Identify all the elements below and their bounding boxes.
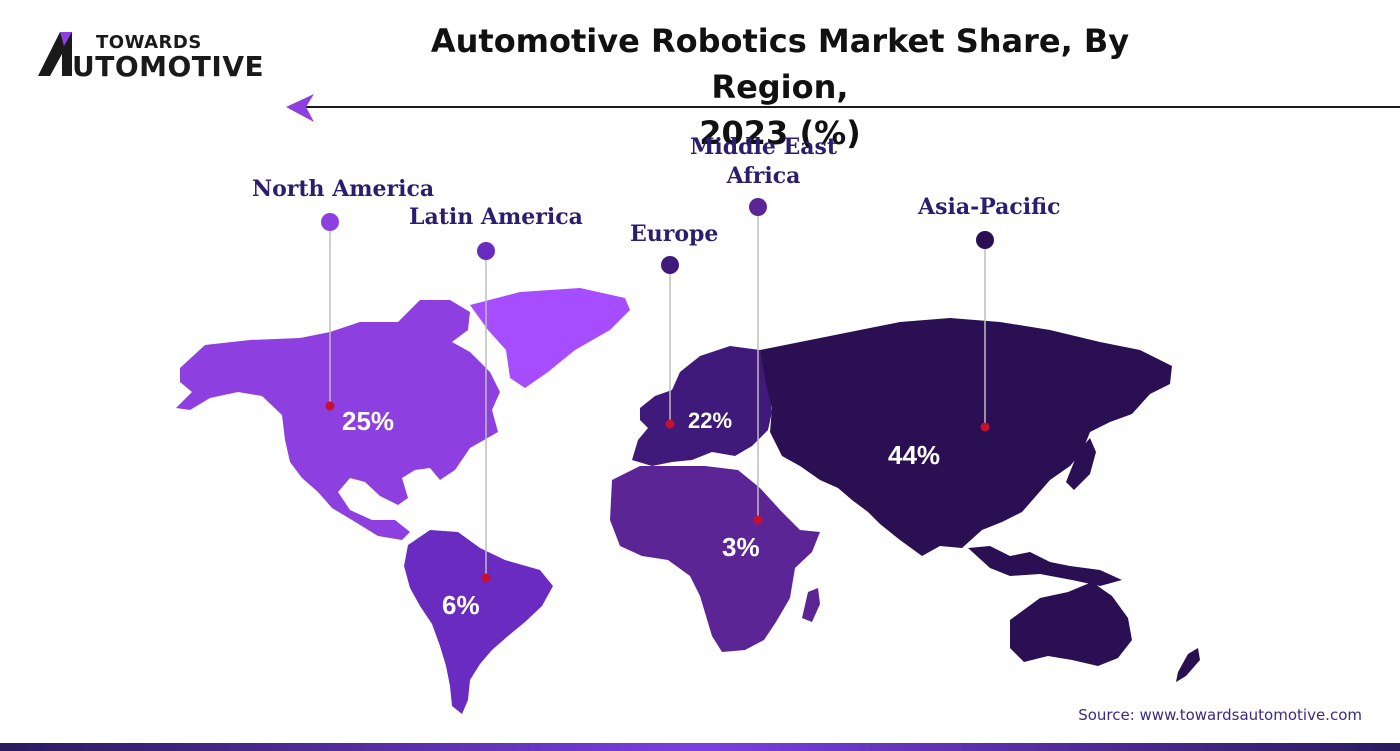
new-zealand-shape — [1176, 648, 1200, 682]
asia-shape — [760, 318, 1172, 556]
north-america-marker — [321, 213, 339, 411]
latin-america-shape — [404, 530, 553, 714]
middle-east-africa-value: 3% — [722, 532, 760, 562]
source-text: Source: www.towardsautomotive.com — [1078, 706, 1362, 724]
europe-marker — [661, 256, 679, 429]
europe-label: Europe — [630, 221, 719, 247]
japan-shape — [1066, 438, 1096, 490]
asia-pacific-value: 44% — [888, 440, 941, 470]
asia-pacific-marker — [976, 231, 994, 432]
madagascar-shape — [802, 588, 820, 622]
latin-america-marker — [477, 242, 495, 583]
asia-pacific-label: Asia-Pacific — [918, 194, 1061, 220]
australia-shape — [1010, 582, 1132, 666]
europe-value: 22% — [688, 408, 733, 433]
brand-top-text: TOWARDS — [96, 32, 202, 53]
arrow-divider — [286, 94, 1400, 122]
brand-bottom-text: UTOMOTIVE — [72, 50, 265, 83]
middle-east-africa-label: Middle East Africa — [690, 133, 837, 191]
africa-shape — [610, 466, 820, 652]
chart-title-line2: 2023 (%) — [699, 114, 861, 152]
chart-title: Automotive Robotics Market Share, By Reg… — [400, 18, 1160, 156]
europe-shape — [632, 346, 772, 466]
middle-east-africa-label-line1: Middle East — [690, 134, 838, 160]
brand-logo: TOWARDS UTOMOTIVE — [38, 30, 288, 86]
middle-east-africa-label-line2: Africa — [726, 163, 801, 189]
sea-islands-shape — [968, 546, 1122, 586]
greenland-shape — [470, 288, 630, 388]
latin-america-value: 6% — [442, 590, 480, 620]
middle-east-africa-marker — [749, 198, 767, 525]
latin-america-label: Latin America — [409, 204, 583, 230]
north-america-shape — [176, 300, 500, 540]
north-america-value: 25% — [342, 406, 395, 436]
north-america-label: North America — [252, 176, 435, 202]
a-logo-icon — [38, 32, 72, 76]
bottom-accent-bar — [0, 743, 1400, 751]
chart-title-line1: Automotive Robotics Market Share, By Reg… — [430, 22, 1130, 106]
